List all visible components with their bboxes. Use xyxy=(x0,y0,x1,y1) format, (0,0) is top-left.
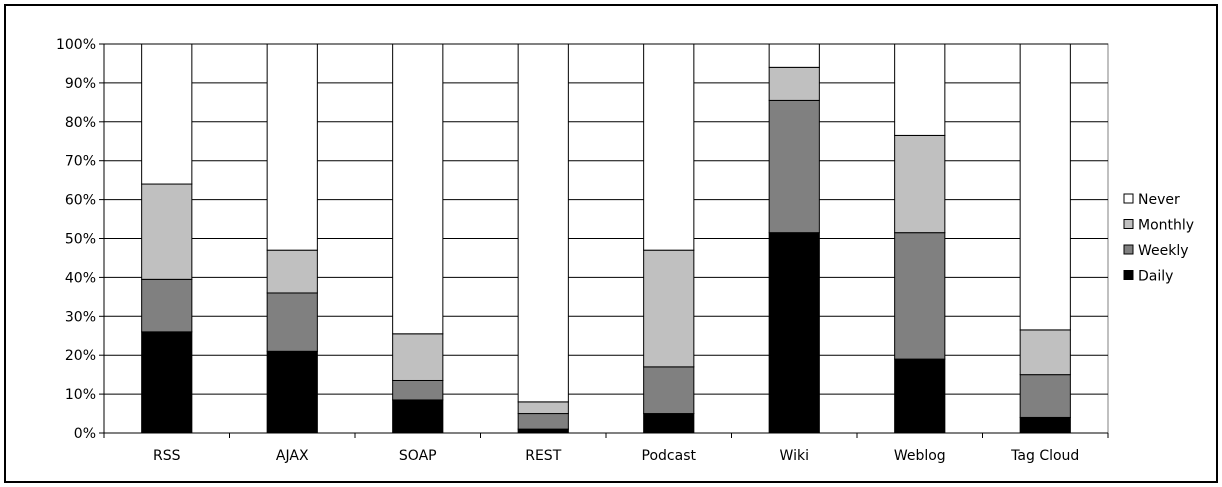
bar-segment-weekly-tag-cloud xyxy=(1019,374,1071,418)
bar-segment-weekly-wiki xyxy=(768,99,820,234)
legend-swatch-daily xyxy=(1123,270,1134,280)
x-tick-label: Wiki xyxy=(780,448,809,464)
y-tick-label: 80% xyxy=(65,115,96,131)
bar-segment-never-wiki xyxy=(768,43,820,68)
x-tick-label: Weblog xyxy=(894,448,946,464)
bar-segment-daily-rest xyxy=(517,428,569,434)
bar-segment-never-ajax xyxy=(266,43,318,251)
bar-segment-weekly-podcast xyxy=(643,366,695,415)
bar-segment-monthly-rss xyxy=(141,183,193,280)
bar-segment-monthly-soap xyxy=(392,333,444,381)
legend: Never Monthly Weekly Daily xyxy=(1116,179,1214,289)
y-tick-label: 10% xyxy=(65,387,96,403)
bar-segment-daily-podcast xyxy=(643,413,695,434)
bar-segment-daily-weblog xyxy=(894,358,946,434)
x-tick-label: SOAP xyxy=(399,448,437,464)
x-tick-label: RSS xyxy=(153,448,181,464)
bar-segment-never-tag-cloud xyxy=(1019,43,1071,331)
legend-swatch-monthly xyxy=(1123,219,1134,229)
bar-segment-monthly-wiki xyxy=(768,66,820,101)
x-tick-label: Tag Cloud xyxy=(1010,448,1079,464)
y-tick-label: 60% xyxy=(65,193,96,209)
bar-segment-never-rss xyxy=(141,43,193,185)
x-tick-label: REST xyxy=(525,448,561,464)
y-tick-label: 0% xyxy=(74,426,96,442)
legend-label-never: Never xyxy=(1138,192,1180,208)
y-tick-label: 90% xyxy=(65,76,96,92)
x-axis-ticks: RSS AJAX SOAP REST Podcast Wiki Weblog Tag Clou… xyxy=(103,433,1109,464)
plot-area: 0% 10% 20% 30% 40% 50% 60% 70% 80% 90% 100% RSS AJA… xyxy=(56,37,1109,464)
legend-label-daily: Daily xyxy=(1138,269,1173,285)
bar-segment-daily-tag-cloud xyxy=(1019,416,1071,434)
y-tick-label: 70% xyxy=(65,154,96,170)
bar-segment-never-weblog xyxy=(894,43,946,136)
y-tick-label: 30% xyxy=(65,309,96,325)
bar-segment-monthly-rest xyxy=(517,401,569,415)
bar-segment-weekly-weblog xyxy=(894,232,946,360)
bar-segment-daily-rss xyxy=(141,331,193,434)
y-tick-label: 50% xyxy=(65,232,96,248)
x-tick-label: AJAX xyxy=(276,448,309,464)
legend-swatch-weekly xyxy=(1123,244,1134,255)
bar-segment-never-podcast xyxy=(643,43,695,251)
y-tick-label: 100% xyxy=(56,37,96,53)
bar-segment-monthly-weblog xyxy=(894,134,946,234)
bar-segment-monthly-podcast xyxy=(643,249,695,368)
bar-segment-weekly-ajax xyxy=(266,292,318,352)
bar-segment-weekly-rss xyxy=(141,278,193,333)
y-axis-ticks: 0% 10% 20% 30% 40% 50% 60% 70% 80% 90% 100% xyxy=(56,37,104,442)
y-tick-label: 40% xyxy=(65,270,96,286)
legend-label-monthly: Monthly xyxy=(1138,218,1194,234)
bar-segment-weekly-soap xyxy=(392,379,444,401)
bar-segment-never-soap xyxy=(392,43,444,335)
bar-segment-monthly-ajax xyxy=(266,249,318,294)
bars xyxy=(141,43,1071,434)
legend-swatch-never xyxy=(1123,193,1134,204)
x-tick-label: Podcast xyxy=(642,448,697,464)
bar-segment-daily-soap xyxy=(392,399,444,434)
y-tick-label: 20% xyxy=(65,348,96,364)
bar-segment-never-rest xyxy=(517,43,569,403)
bar-segment-daily-ajax xyxy=(266,350,318,434)
bar-segment-daily-wiki xyxy=(768,232,820,434)
bar-segment-monthly-tag-cloud xyxy=(1019,329,1071,376)
bar-segment-weekly-rest xyxy=(517,413,569,430)
legend-label-weekly: Weekly xyxy=(1138,243,1189,259)
